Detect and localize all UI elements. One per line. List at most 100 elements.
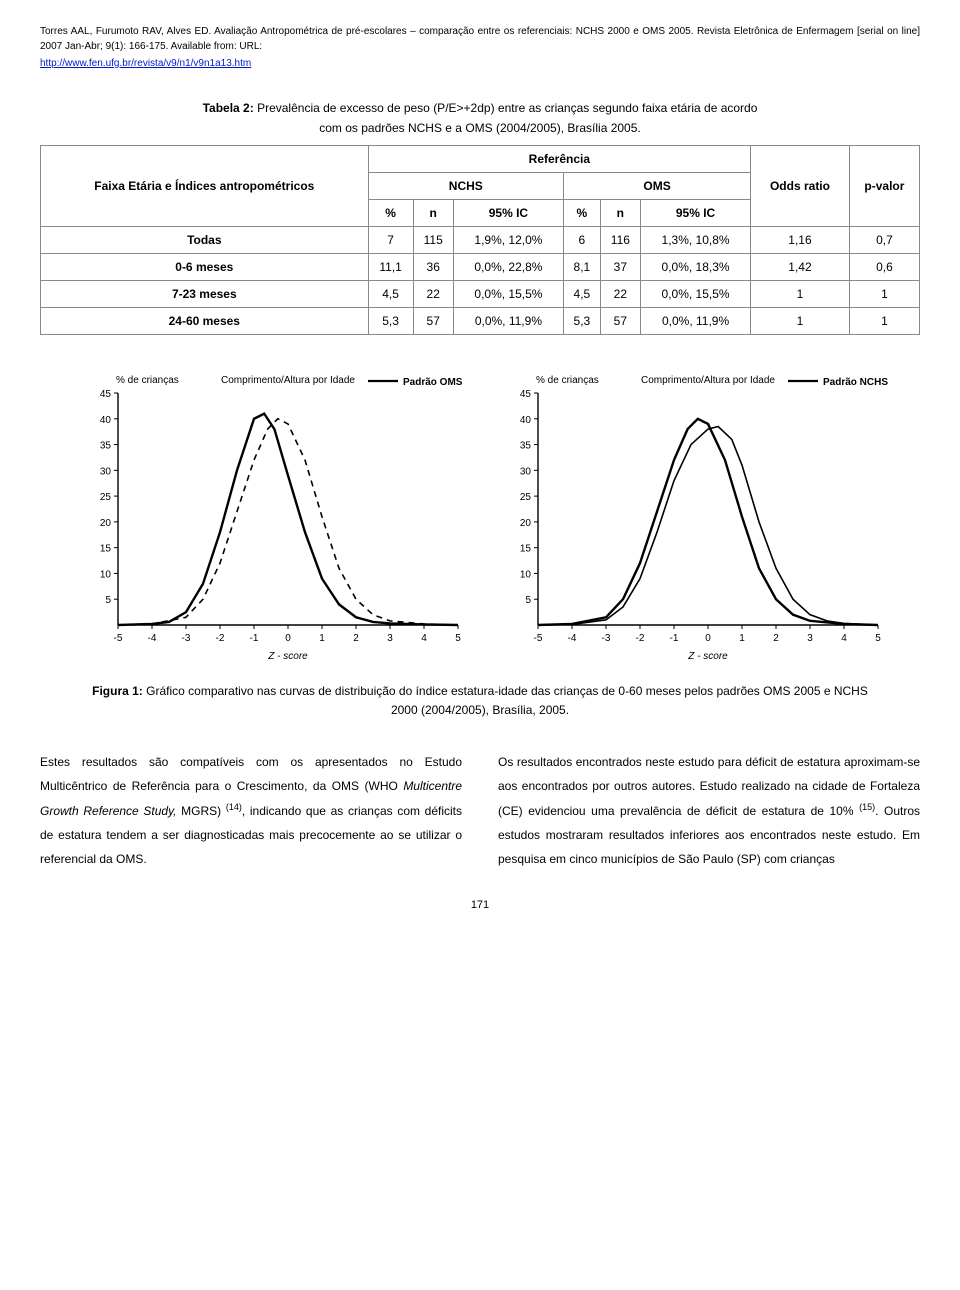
th-oms-pct: % <box>564 200 601 227</box>
table-cell: Todas <box>41 227 369 254</box>
svg-text:15: 15 <box>520 544 532 555</box>
table-cell: 4,5 <box>368 281 413 308</box>
svg-text:0: 0 <box>285 633 291 644</box>
svg-text:Z - score: Z - score <box>687 651 728 662</box>
table-cell: 37 <box>600 254 640 281</box>
table-cell: 22 <box>413 281 453 308</box>
svg-text:25: 25 <box>100 492 112 503</box>
svg-text:4: 4 <box>421 633 427 644</box>
svg-text:35: 35 <box>520 441 532 452</box>
table-cell: 22 <box>600 281 640 308</box>
svg-text:20: 20 <box>520 518 532 529</box>
svg-text:40: 40 <box>100 415 112 426</box>
table-cell: 1 <box>849 281 919 308</box>
svg-text:-5: -5 <box>114 633 123 644</box>
svg-text:Z - score: Z - score <box>267 651 308 662</box>
table-cell: 6 <box>564 227 601 254</box>
svg-text:-2: -2 <box>636 633 645 644</box>
table-cell: 8,1 <box>564 254 601 281</box>
table-cell: 116 <box>600 227 640 254</box>
table-cell: 1,3%, 10,8% <box>640 227 750 254</box>
svg-text:30: 30 <box>100 466 112 477</box>
table-cell: 4,5 <box>564 281 601 308</box>
svg-text:Padrão NCHS: Padrão NCHS <box>823 377 888 388</box>
svg-text:-1: -1 <box>670 633 679 644</box>
svg-text:-4: -4 <box>568 633 577 644</box>
chart-right: 51015202530354045-5-4-3-2-1012345% de cr… <box>490 365 890 668</box>
table2-title-text: Prevalência de excesso de peso (P/E>+2dp… <box>257 101 757 115</box>
svg-text:2: 2 <box>773 633 779 644</box>
svg-text:% de crianças: % de crianças <box>116 375 179 386</box>
table-cell: 115 <box>413 227 453 254</box>
table2: Faixa Etária e Índices antropométricos R… <box>40 145 920 335</box>
th-nchs-pct: % <box>368 200 413 227</box>
body-col-right: Os resultados encontrados neste estudo p… <box>498 750 920 871</box>
svg-text:10: 10 <box>520 569 532 580</box>
svg-text:1: 1 <box>319 633 325 644</box>
svg-text:45: 45 <box>520 389 532 400</box>
table-row: 0-6 meses11,1360,0%, 22,8%8,1370,0%, 18,… <box>41 254 920 281</box>
table-cell: 1,9%, 12,0% <box>453 227 563 254</box>
svg-text:-5: -5 <box>534 633 543 644</box>
table2-title: Tabela 2: Prevalência de excesso de peso… <box>40 101 920 115</box>
table-row: Todas71151,9%, 12,0%61161,3%, 10,8%1,160… <box>41 227 920 254</box>
body-col-left: Estes resultados são compatíveis com os … <box>40 750 462 871</box>
table-cell: 0,0%, 11,9% <box>640 308 750 335</box>
table-cell: 1 <box>751 308 850 335</box>
charts-row: 51015202530354045-5-4-3-2-1012345% de cr… <box>40 365 920 668</box>
table-cell: 0,0%, 18,3% <box>640 254 750 281</box>
th-odds: Odds ratio <box>751 146 850 227</box>
svg-text:5: 5 <box>455 633 461 644</box>
table2-subtitle: com os padrões NCHS e a OMS (2004/2005),… <box>40 121 920 135</box>
svg-text:30: 30 <box>520 466 532 477</box>
svg-text:15: 15 <box>100 544 112 555</box>
svg-text:-3: -3 <box>182 633 191 644</box>
page-number: 171 <box>40 899 920 911</box>
th-oms-n: n <box>600 200 640 227</box>
svg-text:Comprimento/Altura por Idade: Comprimento/Altura por Idade <box>641 375 775 386</box>
svg-text:25: 25 <box>520 492 532 503</box>
svg-text:-2: -2 <box>216 633 225 644</box>
th-group: Faixa Etária e Índices antropométricos <box>41 146 369 227</box>
svg-text:Padrão OMS: Padrão OMS <box>403 377 463 388</box>
table-cell: 24-60 meses <box>41 308 369 335</box>
svg-text:20: 20 <box>100 518 112 529</box>
svg-text:% de crianças: % de crianças <box>536 375 599 386</box>
table-cell: 1 <box>751 281 850 308</box>
table-cell: 1,42 <box>751 254 850 281</box>
svg-text:5: 5 <box>875 633 881 644</box>
th-reference: Referência <box>368 146 751 173</box>
table-row: 7-23 meses4,5220,0%, 15,5%4,5220,0%, 15,… <box>41 281 920 308</box>
figure1-caption: Figura 1: Gráfico comparativo nas curvas… <box>80 682 880 720</box>
table-row: 24-60 meses5,3570,0%, 11,9%5,3570,0%, 11… <box>41 308 920 335</box>
citation-url: http://www.fen.ufg.br/revista/v9/n1/v9n1… <box>40 58 920 69</box>
svg-text:2: 2 <box>353 633 359 644</box>
svg-text:5: 5 <box>525 595 531 606</box>
svg-text:0: 0 <box>705 633 711 644</box>
figure1-text: Gráfico comparativo nas curvas de distri… <box>146 684 868 717</box>
table-cell: 36 <box>413 254 453 281</box>
table-cell: 5,3 <box>368 308 413 335</box>
figure1-prefix: Figura 1: <box>92 684 143 698</box>
svg-text:5: 5 <box>105 595 111 606</box>
table-cell: 0-6 meses <box>41 254 369 281</box>
svg-text:1: 1 <box>739 633 745 644</box>
table-cell: 0,0%, 22,8% <box>453 254 563 281</box>
svg-text:4: 4 <box>841 633 847 644</box>
th-nchs: NCHS <box>368 173 563 200</box>
chart-left: 51015202530354045-5-4-3-2-1012345% de cr… <box>70 365 470 668</box>
citation-text: Torres AAL, Furumoto RAV, Alves ED. Aval… <box>40 24 920 54</box>
table-cell: 7 <box>368 227 413 254</box>
table-cell: 5,3 <box>564 308 601 335</box>
table-cell: 1,16 <box>751 227 850 254</box>
th-oms: OMS <box>564 173 751 200</box>
th-nchs-n: n <box>413 200 453 227</box>
table-cell: 1 <box>849 308 919 335</box>
table-cell: 7-23 meses <box>41 281 369 308</box>
table2-title-prefix: Tabela 2: <box>203 101 254 115</box>
table-cell: 0,0%, 15,5% <box>453 281 563 308</box>
svg-text:-4: -4 <box>148 633 157 644</box>
table-cell: 0,6 <box>849 254 919 281</box>
th-pval: p-valor <box>849 146 919 227</box>
body-columns: Estes resultados são compatíveis com os … <box>40 750 920 871</box>
